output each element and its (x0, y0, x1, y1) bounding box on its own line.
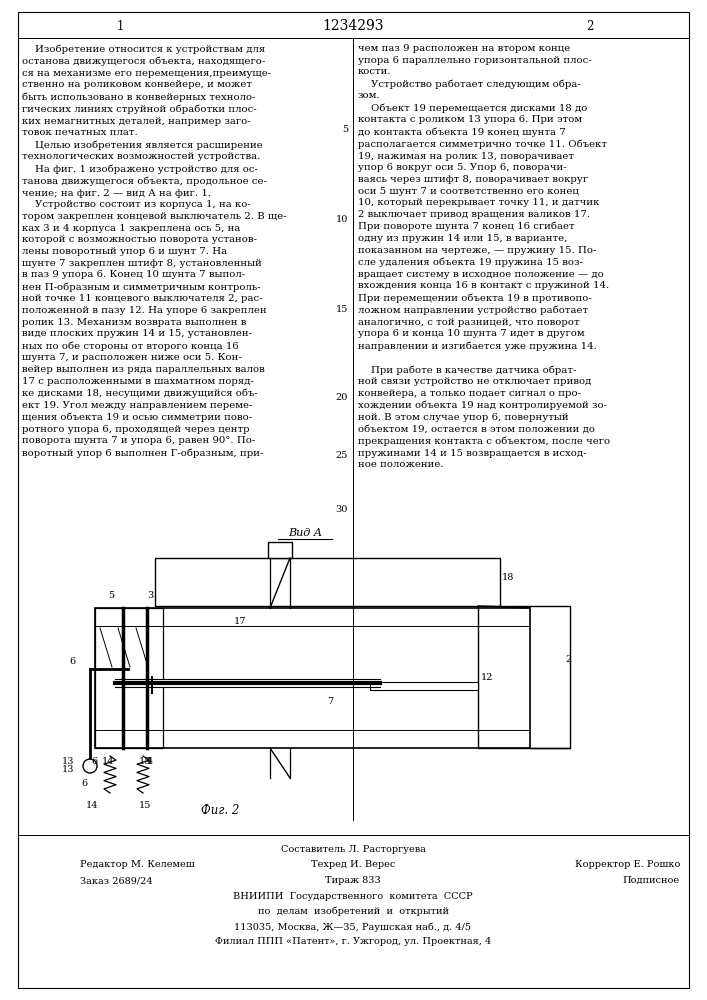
Text: 5: 5 (342, 125, 348, 134)
Text: Корректор Е. Рошко: Корректор Е. Рошко (575, 860, 680, 869)
Text: 7: 7 (327, 696, 333, 706)
Text: 2: 2 (586, 19, 594, 32)
Text: 15: 15 (139, 758, 151, 766)
Text: Редактор М. Келемеш: Редактор М. Келемеш (80, 860, 194, 869)
Text: 1234293: 1234293 (322, 19, 384, 33)
Text: Заказ 2689/24: Заказ 2689/24 (80, 876, 153, 885)
Bar (268, 542, 292, 558)
Text: Техред И. Верес: Техред И. Верес (311, 860, 395, 869)
Text: Филиал ППП «Патент», г. Ужгород, ул. Проектная, 4: Филиал ППП «Патент», г. Ужгород, ул. Про… (215, 937, 491, 946)
Text: 14: 14 (86, 800, 98, 810)
Text: 3: 3 (147, 591, 153, 600)
Bar (95, 608, 163, 748)
Text: 4: 4 (147, 758, 153, 766)
Text: Фиг. 2: Фиг. 2 (201, 804, 239, 816)
Text: 20: 20 (336, 393, 348, 402)
Text: 14: 14 (102, 758, 115, 766)
Text: Вид А: Вид А (288, 528, 322, 538)
Text: 12: 12 (481, 674, 493, 682)
Text: 6: 6 (69, 656, 75, 666)
Bar (95, 608, 530, 748)
Text: 30: 30 (336, 506, 348, 514)
Bar (115, 679, 380, 687)
Text: 113035, Москва, Ж—35, Раушская наб., д. 4/5: 113035, Москва, Ж—35, Раушская наб., д. … (235, 922, 472, 932)
Text: Изобретение относится к устройствам для
останова движущегося объекта, находящего: Изобретение относится к устройствам для … (22, 44, 286, 458)
Text: 13: 13 (62, 764, 74, 774)
Bar (370, 682, 478, 690)
Text: 1: 1 (117, 19, 124, 32)
Text: 15: 15 (139, 800, 151, 810)
Bar (155, 558, 500, 606)
Text: 17: 17 (234, 617, 246, 626)
Text: Подписное: Подписное (623, 876, 680, 885)
Bar (478, 606, 570, 748)
Text: 5: 5 (108, 591, 114, 600)
Text: ВНИИПИ  Государственного  комитета  СССР: ВНИИПИ Государственного комитета СССР (233, 892, 473, 901)
Text: 2: 2 (565, 656, 571, 664)
Text: Тираж 833: Тираж 833 (325, 876, 381, 885)
Text: 6: 6 (81, 778, 87, 788)
Text: 4: 4 (146, 758, 152, 766)
Text: 10: 10 (336, 216, 348, 225)
Text: 18: 18 (502, 574, 514, 582)
Text: 15: 15 (336, 306, 348, 314)
Text: чем паз 9 расположен на втором конце
упора 6 параллельно горизонтальной плос-
ко: чем паз 9 расположен на втором конце упо… (358, 44, 610, 469)
Text: 6: 6 (91, 758, 97, 766)
Text: 13: 13 (62, 758, 74, 766)
Text: 25: 25 (336, 450, 348, 460)
Text: по  делам  изобретений  и  открытий: по делам изобретений и открытий (257, 907, 448, 916)
Text: Составитель Л. Расторгуева: Составитель Л. Расторгуева (281, 845, 426, 854)
